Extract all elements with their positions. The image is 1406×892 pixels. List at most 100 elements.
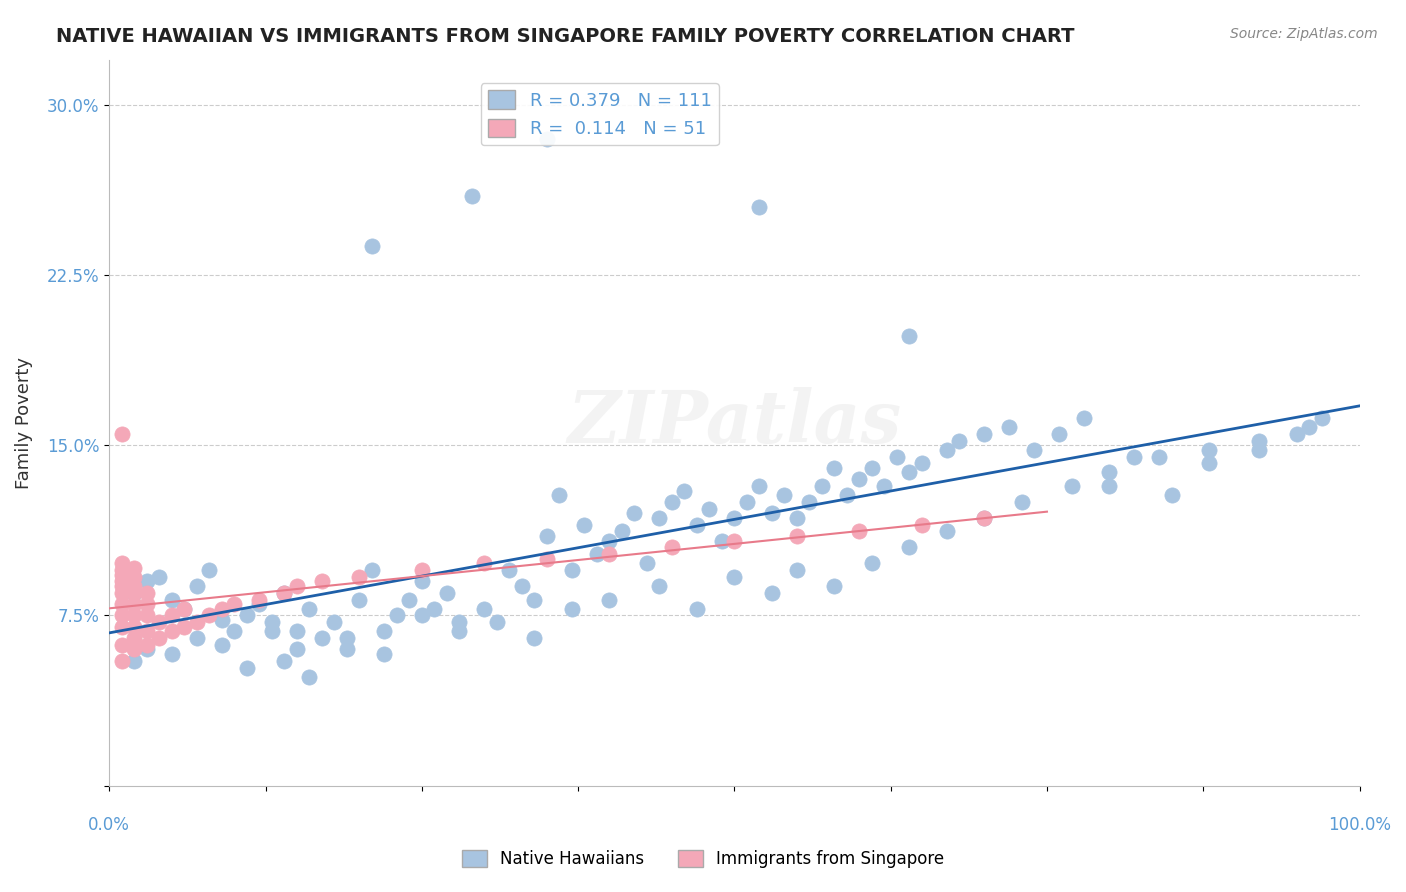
Point [273, 585, 295, 599]
Point [536, 132, 558, 146]
Point [411, 563, 433, 577]
Point [122, 597, 145, 611]
Point [1011, 495, 1033, 509]
Point [211, 638, 233, 652]
Point [186, 615, 208, 630]
Text: NATIVE HAWAIIAN VS IMMIGRANTS FROM SINGAPORE FAMILY POVERTY CORRELATION CHART: NATIVE HAWAIIAN VS IMMIGRANTS FROM SINGA… [56, 27, 1074, 45]
Point [1098, 466, 1121, 480]
Point [135, 597, 157, 611]
Point [848, 472, 870, 486]
Point [648, 511, 671, 525]
Point [998, 420, 1021, 434]
Point [1049, 426, 1071, 441]
Point [349, 570, 371, 584]
Point [761, 585, 783, 599]
Point [823, 461, 845, 475]
Point [285, 579, 308, 593]
Point [122, 561, 145, 575]
Point [898, 466, 921, 480]
Point [623, 506, 645, 520]
Point [336, 631, 359, 645]
Point [911, 457, 934, 471]
Point [673, 483, 696, 498]
Point [472, 556, 495, 570]
Point [585, 547, 607, 561]
Point [935, 524, 957, 539]
Point [236, 660, 259, 674]
Point [911, 517, 934, 532]
Point [122, 642, 145, 657]
Point [811, 479, 834, 493]
Point [135, 585, 157, 599]
Point [160, 592, 183, 607]
Point [173, 601, 195, 615]
Point [173, 620, 195, 634]
Text: 0.0%: 0.0% [89, 816, 131, 834]
Text: Source: ZipAtlas.com: Source: ZipAtlas.com [1230, 27, 1378, 41]
Point [1123, 450, 1146, 464]
Point [598, 592, 620, 607]
Point [135, 624, 157, 639]
Point [173, 601, 195, 615]
Point [735, 495, 758, 509]
Point [973, 511, 995, 525]
Point [224, 597, 246, 611]
Point [148, 570, 170, 584]
Point [574, 517, 596, 532]
Point [561, 601, 583, 615]
Point [122, 654, 145, 668]
Point [1098, 479, 1121, 493]
Point [398, 592, 420, 607]
Point [111, 426, 134, 441]
Legend: R = 0.379   N = 111, R =  0.114   N = 51: R = 0.379 N = 111, R = 0.114 N = 51 [481, 83, 718, 145]
Point [122, 631, 145, 645]
Point [111, 608, 134, 623]
Point [485, 615, 508, 630]
Point [111, 597, 134, 611]
Point [461, 188, 484, 202]
Point [723, 511, 745, 525]
Point [1024, 442, 1046, 457]
Point [160, 647, 183, 661]
Point [285, 642, 308, 657]
Point [273, 654, 295, 668]
Point [723, 570, 745, 584]
Point [1060, 479, 1083, 493]
Point [449, 624, 471, 639]
Point [260, 615, 283, 630]
Point [661, 495, 683, 509]
Point [598, 547, 620, 561]
Point [898, 541, 921, 555]
Point [636, 556, 658, 570]
Text: 100.0%: 100.0% [1329, 816, 1391, 834]
Point [648, 579, 671, 593]
Point [311, 631, 333, 645]
Point [548, 488, 571, 502]
Point [472, 601, 495, 615]
Point [886, 450, 908, 464]
Point [247, 592, 270, 607]
Point [111, 638, 134, 652]
Point [748, 200, 770, 214]
Point [373, 647, 395, 661]
Point [360, 238, 382, 252]
Point [111, 620, 134, 634]
Point [148, 631, 170, 645]
Point [898, 329, 921, 343]
Point [111, 654, 134, 668]
Point [198, 608, 221, 623]
Point [373, 624, 395, 639]
Point [973, 511, 995, 525]
Point [598, 533, 620, 548]
Point [360, 563, 382, 577]
Point [160, 608, 183, 623]
Point [135, 608, 157, 623]
Point [224, 624, 246, 639]
Point [423, 601, 446, 615]
Point [111, 574, 134, 589]
Point [411, 608, 433, 623]
Point [135, 638, 157, 652]
Point [122, 585, 145, 599]
Point [610, 524, 633, 539]
Point [860, 556, 883, 570]
